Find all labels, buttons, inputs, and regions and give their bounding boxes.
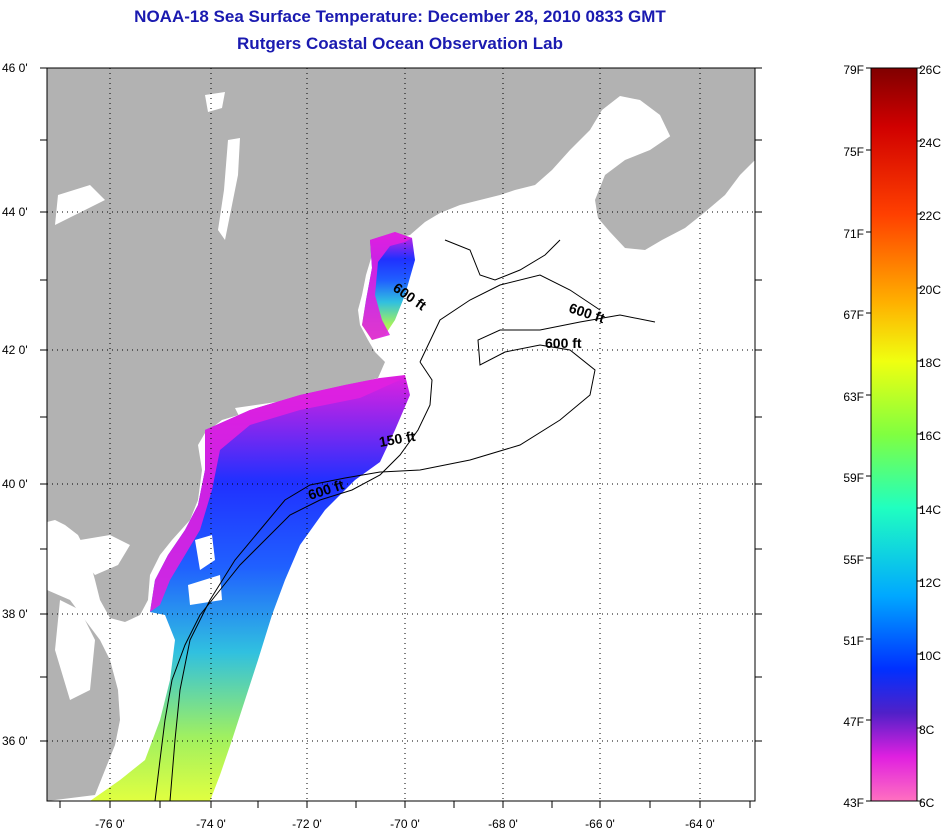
land-nova-scotia xyxy=(595,98,755,250)
lat-label: 36 0' xyxy=(2,734,28,748)
map-subtitle: Rutgers Coastal Ocean Observation Lab xyxy=(237,34,563,53)
lon-label: -66 0' xyxy=(585,817,615,831)
lat-label: 44 0' xyxy=(2,205,28,219)
cloud-gap xyxy=(195,535,215,570)
colorbar-c-label: 6C xyxy=(919,796,935,810)
lon-label: -72 0' xyxy=(292,817,322,831)
map-title: NOAA-18 Sea Surface Temperature: Decembe… xyxy=(134,7,666,26)
colorbar-f-label: 43F xyxy=(843,796,864,810)
colorbar-c-label: 14C xyxy=(919,503,941,517)
map-frame xyxy=(46,67,756,802)
colorbar-c-label: 26C xyxy=(919,63,941,77)
contour-label: 150 ft xyxy=(378,428,417,450)
lon-label: -68 0' xyxy=(488,817,518,831)
colorbar-c-label: 8C xyxy=(919,723,935,737)
sst-cold-fringe xyxy=(150,378,400,612)
lake-shape xyxy=(205,92,225,112)
colorbar-f-label: 47F xyxy=(843,715,864,729)
colorbar-f-label: 79F xyxy=(843,63,864,77)
lat-label: 38 0' xyxy=(2,607,28,621)
colorbar-c-label: 12C xyxy=(919,576,941,590)
colorbar-f-label: 55F xyxy=(843,553,864,567)
colorbar xyxy=(870,67,918,802)
lon-label: -74 0' xyxy=(196,817,226,831)
contour-line xyxy=(419,274,601,363)
contour-label: 600 ft xyxy=(545,335,582,351)
colorbar-c-label: 20C xyxy=(919,283,941,297)
colorbar-f-label: 67F xyxy=(843,308,864,322)
colorbar-c-label: 24C xyxy=(919,136,941,150)
bay-shape xyxy=(55,600,95,700)
contour-line xyxy=(154,361,433,801)
colorbar-f-label: 63F xyxy=(843,390,864,404)
colorbar-ticks xyxy=(866,67,922,802)
colorbar-f-label: 71F xyxy=(843,227,864,241)
lat-label: 42 0' xyxy=(2,343,28,357)
colorbar-f-label: 59F xyxy=(843,471,864,485)
lon-label: -64 0' xyxy=(685,817,715,831)
lat-label: 40 0' xyxy=(2,477,28,491)
lake-shape xyxy=(100,620,160,801)
lat-label: 46 0' xyxy=(2,61,28,75)
sst-cold-fringe xyxy=(362,232,412,340)
contour-line xyxy=(444,239,561,281)
lake-shape xyxy=(218,138,240,240)
colorbar-f-label: 51F xyxy=(843,634,864,648)
contour-line xyxy=(169,314,656,801)
colorbar-c-label: 10C xyxy=(919,649,941,663)
lon-label: -76 0' xyxy=(95,817,125,831)
colorbar-c-label: 16C xyxy=(919,429,941,443)
lon-label: -70 0' xyxy=(390,817,420,831)
colorbar-c-label: 18C xyxy=(919,356,941,370)
axis-ticks xyxy=(40,67,762,808)
lake-shape xyxy=(80,535,130,575)
grid-lines xyxy=(47,68,755,801)
colorbar-c-label: 22C xyxy=(919,209,941,223)
colorbar-f-label: 75F xyxy=(843,145,864,159)
lake-shape xyxy=(55,185,105,225)
